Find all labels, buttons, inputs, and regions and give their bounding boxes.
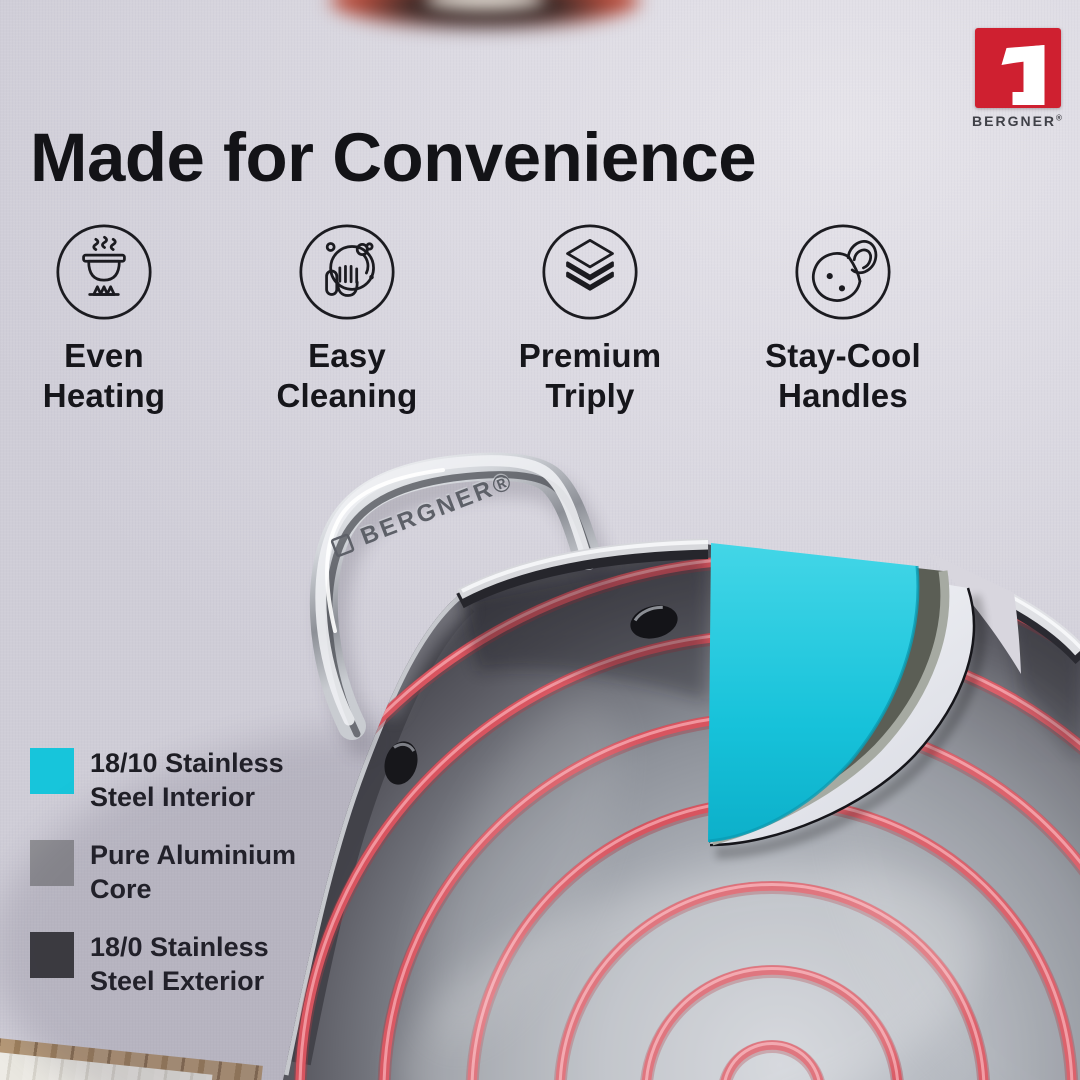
brand-wordmark: BERGNER® — [972, 113, 1064, 129]
pot-on-stove-icon — [56, 224, 152, 320]
feature-label: Stay-Cool Handles — [765, 337, 921, 414]
layer-exterior — [710, 546, 974, 845]
legend-label: 18/10 Stainless Steel Interior — [90, 748, 284, 812]
pan-rim — [456, 538, 1080, 665]
blurred-background-object — [330, 0, 660, 38]
rivet — [384, 741, 418, 785]
svg-text:BERGNER®: BERGNER® — [357, 467, 518, 550]
legend-item-core: Pure Aluminium Core — [30, 838, 350, 908]
legend-item-interior: 18/10 Stainless Steel Interior — [30, 746, 350, 816]
handle-engraving: BERGNER® BERGNER® — [330, 466, 518, 558]
legend-item-exterior: 18/0 Stainless Steel Exterior — [30, 930, 350, 1000]
feature-label: Premium Triply — [518, 337, 662, 414]
hand-washing-icon — [299, 224, 395, 320]
cutaway-gap — [924, 550, 1021, 674]
cutaway-layers — [708, 543, 986, 859]
legend-swatch-gray — [30, 840, 74, 886]
pan-handle: BERGNER® BERGNER® — [309, 452, 612, 757]
feature-even-heating: Even Heating — [0, 224, 219, 416]
feature-premium-triply: Premium Triply — [475, 224, 705, 416]
rivet — [630, 605, 678, 639]
layer-interior — [708, 543, 918, 842]
red-rings — [283, 554, 1080, 1080]
layer-core — [709, 545, 945, 843]
triply-layers-icon — [542, 224, 638, 320]
legend-label: 18/0 Stainless Steel Exterior — [90, 932, 269, 996]
legend-swatch-dark — [30, 932, 74, 978]
legend-swatch-cyan — [30, 748, 74, 794]
feature-easy-cleaning: Easy Cleaning — [232, 224, 462, 416]
cool-handle-icon — [795, 224, 891, 320]
brand-logo: BERGNER® — [963, 28, 1073, 129]
svg-text:BERGNER®: BERGNER® — [356, 466, 517, 549]
pan-body — [283, 544, 1080, 1080]
feature-stay-cool-handles: Stay-Cool Handles — [728, 224, 958, 416]
legend-label: Pure Aluminium Core — [90, 840, 297, 904]
page-title: Made for Convenience — [30, 119, 757, 196]
feature-label: Even Heating — [42, 337, 166, 414]
feature-label: Easy Cleaning — [276, 337, 418, 414]
brand-logo-icon — [975, 28, 1061, 108]
